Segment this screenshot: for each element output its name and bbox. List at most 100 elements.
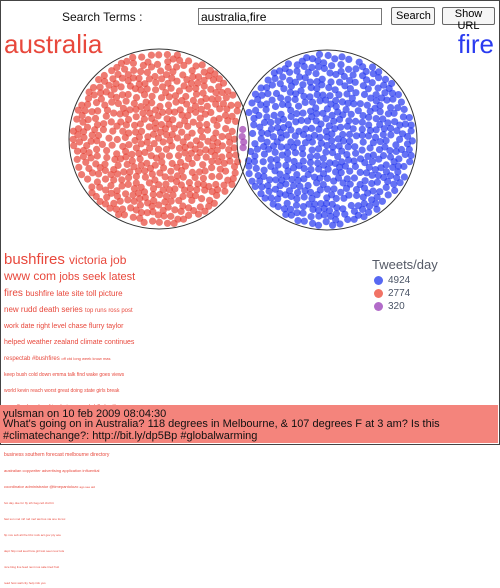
tweet-dot[interactable] (382, 161, 390, 169)
tweet-dot[interactable] (100, 120, 108, 128)
tweet-dot[interactable] (282, 131, 290, 139)
tweet-dot[interactable] (143, 138, 151, 146)
tweet-dot[interactable] (299, 150, 307, 158)
tweet-dot[interactable] (84, 100, 92, 108)
tweet-dot[interactable] (93, 145, 101, 153)
cloud-word[interactable]: com (33, 269, 60, 283)
cloud-word[interactable]: continues (104, 339, 135, 346)
tweet-dot[interactable] (332, 210, 340, 218)
tweet-dot[interactable] (341, 162, 349, 170)
cloud-word[interactable]: late (56, 289, 72, 298)
tweet-dot[interactable] (179, 202, 187, 210)
tweet-dot[interactable] (282, 161, 290, 170)
tweet-dot[interactable] (315, 50, 324, 59)
tweet-dot[interactable] (338, 53, 346, 61)
tweet-dot[interactable] (74, 106, 82, 114)
tweet-dot[interactable] (250, 158, 259, 166)
cloud-word[interactable]: loc (61, 517, 66, 521)
tweet-dot[interactable] (326, 159, 334, 167)
tweet-dot[interactable] (256, 123, 264, 131)
tweet-dot[interactable] (142, 98, 150, 106)
tweet-dot[interactable] (215, 75, 223, 83)
tweet-dot[interactable] (165, 186, 173, 194)
tweet-dot[interactable] (334, 153, 342, 161)
tweet-dot[interactable] (192, 108, 200, 116)
tweet-dot[interactable] (393, 174, 401, 182)
tweet-dot[interactable] (173, 163, 181, 171)
tweet-dot[interactable] (300, 217, 308, 225)
cloud-word[interactable]: flurry (88, 323, 107, 330)
tweet-dot[interactable] (338, 98, 346, 106)
tweet-dot[interactable] (215, 83, 223, 91)
cloud-word[interactable]: wake (86, 372, 100, 378)
tweet-dot[interactable] (137, 161, 145, 169)
tweet-dot[interactable] (84, 175, 92, 183)
tweet-dot[interactable] (396, 135, 404, 143)
tweet-dot[interactable] (372, 126, 380, 134)
tweet-dot[interactable] (306, 159, 315, 167)
tweet-dot[interactable] (122, 190, 130, 198)
tweet-dot[interactable] (282, 210, 290, 218)
cloud-word[interactable]: @timepantolozo (49, 484, 80, 489)
tweet-dot[interactable] (168, 142, 176, 150)
tweet-dot[interactable] (201, 110, 209, 118)
tweet-dot[interactable] (390, 180, 398, 188)
tweet-dot[interactable] (225, 146, 233, 154)
tweet-dot[interactable] (96, 197, 104, 206)
tweet-dot[interactable] (307, 188, 315, 196)
tweet-dot[interactable] (170, 219, 178, 227)
tweet-dot[interactable] (110, 109, 118, 117)
tweet-dot[interactable] (226, 157, 234, 165)
tweet-dot[interactable] (130, 99, 138, 108)
tweet-dot[interactable] (358, 131, 366, 139)
tweet-dot[interactable] (384, 119, 392, 127)
tweet-dot[interactable] (218, 88, 226, 97)
tweet-dot[interactable] (306, 93, 314, 101)
tweet-dot[interactable] (269, 133, 277, 141)
tweet-dot[interactable] (314, 63, 322, 71)
tweet-dot[interactable] (260, 143, 268, 151)
tweet-dot[interactable] (158, 75, 166, 83)
tweet-dot[interactable] (114, 100, 122, 108)
tweet-dot[interactable] (320, 59, 328, 67)
tweet-dot[interactable] (277, 94, 285, 102)
tweet-dot[interactable] (347, 110, 355, 118)
tweet-dot[interactable] (123, 57, 131, 65)
tweet-dot[interactable] (207, 85, 215, 93)
tweet-dot[interactable] (299, 203, 307, 211)
tweet-dot[interactable] (164, 63, 172, 72)
tweet-dot[interactable] (239, 125, 247, 134)
tweet-dot[interactable] (295, 162, 303, 170)
tweet-dot[interactable] (245, 108, 253, 117)
tweet-dot[interactable] (222, 125, 230, 133)
tweet-dot[interactable] (344, 143, 352, 151)
tweet-dot[interactable] (164, 79, 172, 87)
tweet-dot[interactable] (88, 189, 96, 197)
tweet-dot[interactable] (149, 217, 157, 225)
tweet-dot[interactable] (368, 179, 376, 188)
tweet-dot[interactable] (102, 186, 110, 194)
tweet-dot[interactable] (143, 104, 151, 112)
tweet-dot[interactable] (208, 172, 216, 181)
tweet-dot[interactable] (302, 125, 310, 133)
tweet-dot[interactable] (327, 78, 335, 86)
tweet-dot[interactable] (318, 75, 326, 83)
tweet-dot[interactable] (331, 55, 339, 63)
tweet-dot[interactable] (173, 172, 181, 180)
tweet-dot[interactable] (341, 210, 349, 218)
tweet-dot[interactable] (257, 135, 265, 143)
tweet-dot[interactable] (162, 71, 171, 79)
tweet-dot[interactable] (372, 97, 380, 105)
tweet-dot[interactable] (157, 128, 165, 136)
cloud-word[interactable]: runs (94, 308, 109, 314)
tweet-dot[interactable] (264, 90, 272, 98)
tweet-dot[interactable] (271, 74, 279, 83)
tweet-dot[interactable] (354, 107, 362, 115)
tweet-dot[interactable] (192, 90, 201, 98)
tweet-dot[interactable] (183, 133, 191, 141)
tweet-dot[interactable] (340, 194, 348, 202)
tweet-dot[interactable] (328, 130, 336, 138)
cloud-word[interactable]: business (4, 452, 26, 458)
tweet-dot[interactable] (151, 72, 159, 81)
tweet-dot[interactable] (252, 164, 260, 172)
